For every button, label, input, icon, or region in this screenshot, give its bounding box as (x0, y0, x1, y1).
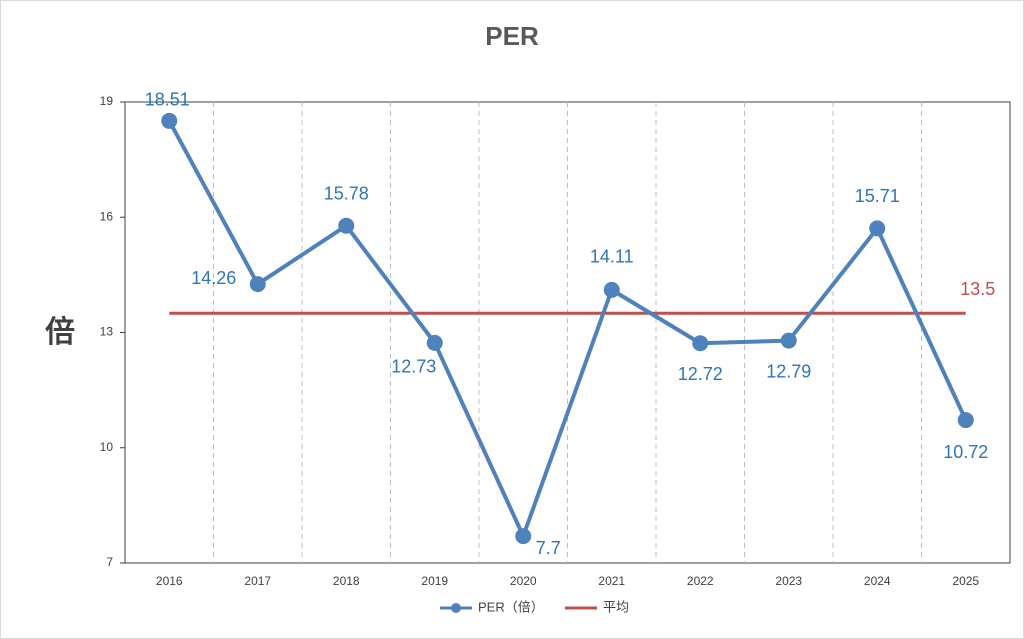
data-label: 18.51 (145, 90, 190, 110)
series-line (167, 119, 968, 539)
data-point (338, 217, 355, 234)
data-point (603, 281, 620, 298)
x-tick-label: 2022 (687, 574, 714, 588)
data-label: 10.72 (943, 442, 988, 462)
data-point (161, 112, 178, 129)
y-tick-label: 7 (106, 555, 113, 569)
x-tick-label: 2025 (952, 574, 979, 588)
chart-title: PER (485, 21, 539, 51)
y-tick-label: 10 (100, 440, 114, 454)
data-point (692, 335, 709, 352)
data-point (426, 334, 443, 351)
data-label: 12.72 (678, 364, 723, 384)
average-label: 13.5 (960, 279, 995, 299)
x-tick-label: 2017 (244, 574, 271, 588)
legend-label: PER（倍） (478, 599, 544, 614)
y-tick-label: 13 (100, 325, 114, 339)
data-point (780, 332, 797, 349)
y-tick-label: 19 (100, 94, 114, 108)
y-axis-title: 倍 (45, 315, 75, 349)
data-label: 15.71 (855, 186, 900, 206)
x-tick-label: 2024 (864, 574, 891, 588)
data-point (957, 412, 974, 429)
data-label: 7.7 (536, 538, 561, 558)
x-tick-label: 2020 (510, 574, 537, 588)
data-label: 14.11 (590, 247, 634, 267)
x-tick-label: 2023 (775, 574, 802, 588)
data-point (249, 276, 266, 293)
data-label: 15.78 (324, 183, 369, 203)
x-tick-label: 2018 (333, 574, 360, 588)
data-point (869, 220, 886, 237)
x-tick-label: 2021 (598, 574, 625, 588)
data-point (515, 528, 532, 545)
x-tick-label: 2016 (156, 574, 183, 588)
legend-swatch (451, 603, 461, 613)
data-label: 14.26 (191, 268, 236, 288)
y-tick-label: 16 (100, 209, 114, 223)
legend-label: 平均 (603, 599, 629, 614)
x-tick-label: 2019 (421, 574, 448, 588)
data-label: 12.73 (391, 357, 436, 377)
data-label: 12.79 (766, 361, 811, 381)
